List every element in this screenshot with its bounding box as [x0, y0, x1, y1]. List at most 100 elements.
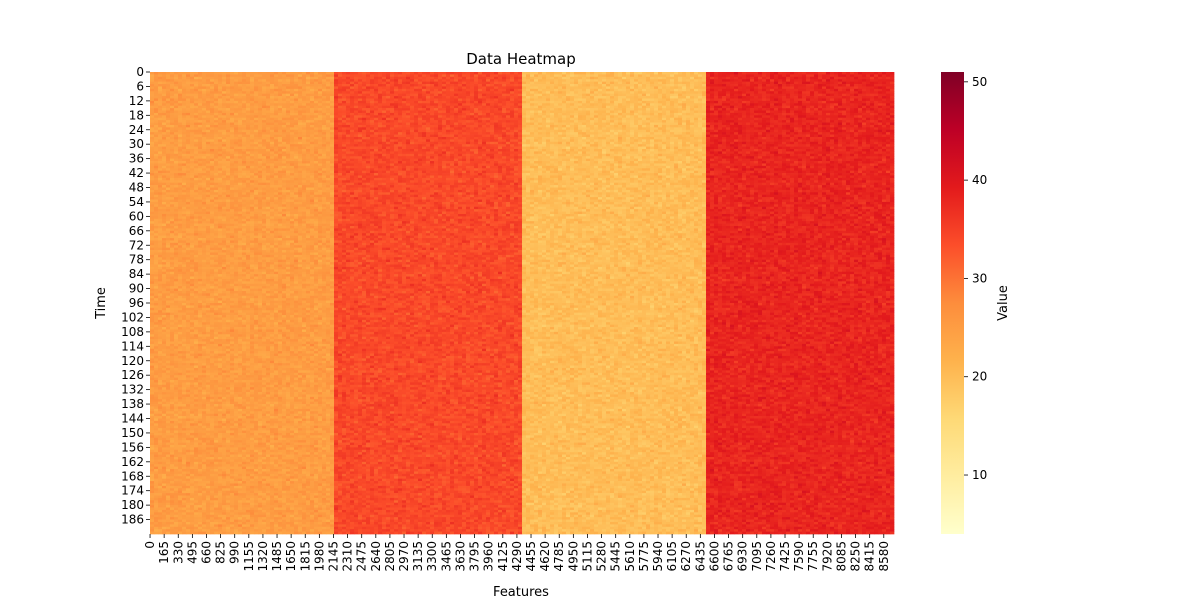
- heatmap-cell: [462, 125, 466, 128]
- heatmap-cell: [150, 118, 154, 121]
- heatmap-cell: [370, 98, 374, 101]
- heatmap-cell: [846, 123, 850, 126]
- heatmap-cell: [474, 84, 478, 87]
- heatmap-cell: [594, 108, 598, 111]
- heatmap-cell: [354, 115, 358, 118]
- heatmap-cell: [322, 84, 326, 87]
- heatmap-cell: [758, 91, 762, 94]
- heatmap-cell: [494, 125, 498, 128]
- heatmap-cell: [298, 98, 302, 101]
- heatmap-cell: [690, 96, 694, 99]
- heatmap-cell: [434, 125, 438, 128]
- heatmap-cell: [238, 84, 242, 87]
- heatmap-cell: [634, 77, 638, 80]
- heatmap-cell: [742, 108, 746, 111]
- heatmap-cell: [670, 115, 674, 118]
- heatmap-cell: [386, 96, 390, 99]
- heatmap-cell: [150, 82, 154, 85]
- heatmap-cell: [398, 86, 402, 89]
- heatmap-cell: [814, 94, 818, 97]
- heatmap-cell: [398, 113, 402, 116]
- heatmap-cell: [682, 115, 686, 118]
- heatmap-cell: [334, 123, 338, 126]
- heatmap-cell: [646, 72, 650, 75]
- heatmap-cell: [774, 113, 778, 116]
- heatmap-cell: [254, 125, 258, 128]
- heatmap-cell: [494, 94, 498, 97]
- heatmap-cell: [474, 111, 478, 114]
- heatmap-cell: [318, 108, 322, 111]
- heatmap-cell: [686, 101, 690, 104]
- heatmap-cell: [586, 108, 590, 111]
- heatmap-cell: [826, 115, 830, 118]
- heatmap-cell: [370, 79, 374, 82]
- heatmap-cell: [454, 123, 458, 126]
- heatmap-cell: [702, 89, 706, 92]
- heatmap-cell: [390, 79, 394, 82]
- heatmap-cell: [846, 91, 850, 94]
- heatmap-cell: [222, 115, 226, 118]
- heatmap-cell: [350, 96, 354, 99]
- heatmap-cell: [334, 77, 338, 80]
- heatmap-cell: [446, 113, 450, 116]
- heatmap-cell: [170, 91, 174, 94]
- heatmap-cell: [846, 120, 850, 123]
- heatmap-cell: [638, 96, 642, 99]
- heatmap-cell: [206, 84, 210, 87]
- heatmap-cell: [742, 120, 746, 123]
- heatmap-cell: [674, 120, 678, 123]
- heatmap-cell: [790, 113, 794, 116]
- heatmap-cell: [342, 115, 346, 118]
- heatmap-cell: [414, 106, 418, 109]
- heatmap-cell: [866, 91, 870, 94]
- heatmap-cell: [690, 94, 694, 97]
- heatmap-cell: [758, 118, 762, 121]
- heatmap-cell: [462, 120, 466, 123]
- heatmap-cell: [814, 96, 818, 99]
- heatmap-cell: [206, 123, 210, 126]
- heatmap-cell: [854, 98, 858, 101]
- heatmap-cell: [566, 123, 570, 126]
- heatmap-cell: [702, 84, 706, 87]
- heatmap-cell: [230, 113, 234, 116]
- heatmap-cell: [870, 79, 874, 82]
- heatmap-cell: [866, 123, 870, 126]
- heatmap-cell: [250, 120, 254, 123]
- heatmap-cell: [402, 74, 406, 77]
- heatmap-cell: [278, 106, 282, 109]
- heatmap-cell: [550, 91, 554, 94]
- heatmap-cell: [658, 89, 662, 92]
- heatmap-cell: [570, 125, 574, 128]
- heatmap-cell: [174, 72, 178, 75]
- heatmap-cell: [782, 106, 786, 109]
- heatmap-cell: [602, 118, 606, 121]
- heatmap-cell: [606, 82, 610, 85]
- heatmap-cell: [470, 113, 474, 116]
- heatmap-cell: [186, 74, 190, 77]
- heatmap-cell: [698, 84, 702, 87]
- heatmap-cell: [666, 96, 670, 99]
- heatmap-cell: [294, 74, 298, 77]
- heatmap-cell: [558, 113, 562, 116]
- heatmap-cell: [754, 86, 758, 89]
- heatmap-cell: [750, 123, 754, 126]
- heatmap-cell: [774, 96, 778, 99]
- heatmap-cell: [482, 108, 486, 111]
- heatmap-cell: [646, 106, 650, 109]
- heatmap-cell: [646, 125, 650, 128]
- heatmap-cell: [698, 113, 702, 116]
- heatmap-cell: [406, 120, 410, 123]
- heatmap-cell: [442, 106, 446, 109]
- heatmap-cell: [698, 108, 702, 111]
- heatmap-cell: [666, 111, 670, 114]
- heatmap-cell: [254, 120, 258, 123]
- heatmap-cell: [366, 94, 370, 97]
- heatmap-cell: [542, 118, 546, 121]
- heatmap-cell: [698, 96, 702, 99]
- heatmap-cell: [486, 115, 490, 118]
- heatmap-cell: [322, 86, 326, 89]
- heatmap-cell: [242, 77, 246, 80]
- heatmap-cell: [870, 94, 874, 97]
- heatmap-cell: [738, 72, 742, 75]
- heatmap-cell: [450, 79, 454, 82]
